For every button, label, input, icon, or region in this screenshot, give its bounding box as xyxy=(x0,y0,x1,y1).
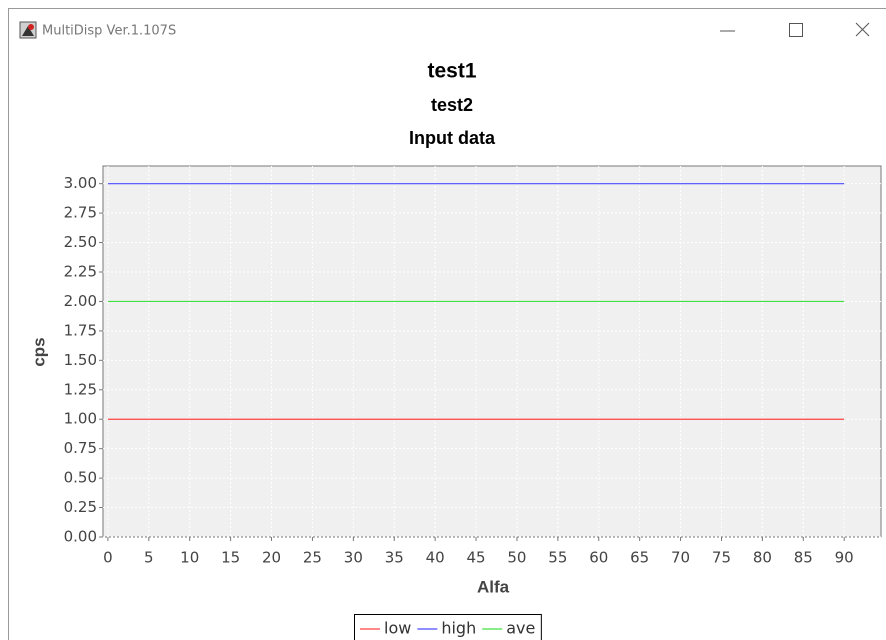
y-axis-label: cps xyxy=(29,337,48,366)
y-tick-label: 0.50 xyxy=(64,469,97,487)
x-tick-label: 40 xyxy=(426,549,445,567)
y-tick-label: 1.00 xyxy=(64,410,97,428)
x-tick-label: 90 xyxy=(835,549,854,567)
legend-label: ave xyxy=(506,619,535,638)
y-tick-label: 3.00 xyxy=(64,174,97,192)
close-button[interactable] xyxy=(855,22,870,37)
app-icon xyxy=(19,21,37,39)
y-tick-label: 2.00 xyxy=(64,292,97,310)
maximize-button[interactable] xyxy=(789,23,803,37)
y-tick-label: 0.75 xyxy=(64,439,97,457)
legend-label: high xyxy=(441,619,476,638)
x-tick-label: 5 xyxy=(144,549,154,567)
window-title: MultiDisp Ver.1.107S xyxy=(42,24,176,39)
x-tick-label: 70 xyxy=(671,549,690,567)
x-tick-label: 20 xyxy=(262,549,281,567)
y-tick-label: 1.25 xyxy=(64,380,97,398)
x-tick-label: 15 xyxy=(221,549,240,567)
x-axis-label: Alfa xyxy=(477,577,510,596)
x-tick-label: 10 xyxy=(180,549,199,567)
x-tick-label: 60 xyxy=(589,549,608,567)
x-tick-label: 50 xyxy=(507,549,526,567)
x-tick-label: 35 xyxy=(385,549,404,567)
y-tick-label: 2.25 xyxy=(64,263,97,281)
y-tick-label: 2.75 xyxy=(64,204,97,222)
chart-title: test1 xyxy=(427,60,476,83)
x-tick-label: 85 xyxy=(794,549,813,567)
x-tick-label: 30 xyxy=(344,549,363,567)
chart-caption: Input data xyxy=(409,128,496,148)
y-tick-label: 0.00 xyxy=(64,528,97,546)
y-tick-label: 1.75 xyxy=(64,321,97,339)
x-tick-label: 55 xyxy=(548,549,567,567)
chart-subtitle: test2 xyxy=(431,95,473,115)
x-tick-label: 75 xyxy=(712,549,731,567)
legend-label: low xyxy=(384,619,411,638)
plot-area xyxy=(102,165,882,538)
y-tick-label: 0.25 xyxy=(64,498,97,516)
x-tick-label: 65 xyxy=(630,549,649,567)
legend xyxy=(354,614,542,640)
x-tick-label: 25 xyxy=(303,549,322,567)
x-tick-label: 80 xyxy=(753,549,772,567)
y-tick-label: 2.50 xyxy=(64,233,97,251)
x-tick-label: 45 xyxy=(467,549,486,567)
y-tick-label: 1.50 xyxy=(64,351,97,369)
x-tick-label: 0 xyxy=(103,549,113,567)
